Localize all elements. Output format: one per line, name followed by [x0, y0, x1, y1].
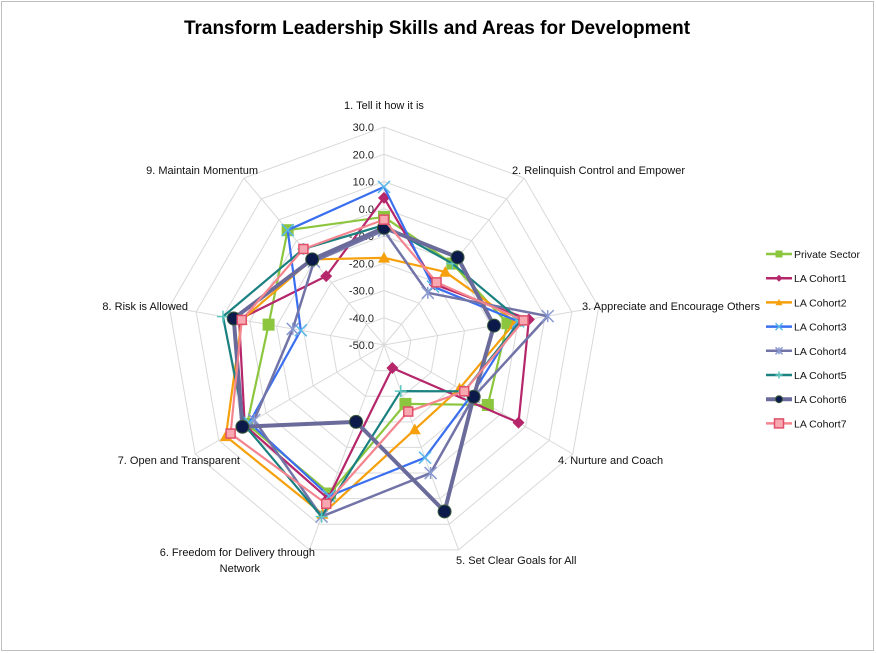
axis-label: 5. Set Clear Goals for All [456, 555, 576, 567]
data-point [281, 223, 295, 237]
series-la-cohort6 [226, 220, 502, 519]
legend-label: LA Cohort6 [794, 394, 847, 406]
legend-item: LA Cohort4 [766, 346, 847, 358]
axis-label: 2. Relinquish Control and Empower [512, 165, 685, 177]
axis-spoke [169, 306, 385, 346]
data-point [418, 451, 432, 465]
data-point [377, 180, 391, 194]
legend-item: LA Cohort5 [766, 370, 847, 382]
data-point [320, 270, 333, 283]
series-group [216, 180, 555, 524]
tick-label: -50.0 [349, 340, 374, 352]
axis-label: 1. Tell it how it is [344, 100, 424, 112]
series-line [248, 185, 520, 498]
legend-item: LA Cohort7 [766, 418, 847, 430]
data-point [512, 416, 525, 429]
data-point [262, 318, 275, 331]
axis-label: 7. Open and Transparent [118, 455, 240, 467]
data-point [450, 250, 465, 265]
data-point [225, 428, 236, 439]
data-point [458, 386, 470, 397]
series-line [229, 218, 525, 505]
tick-label: 0.0 [359, 204, 374, 216]
data-point [775, 274, 783, 282]
data-point [286, 322, 300, 336]
data-point [775, 250, 783, 258]
data-point [775, 298, 783, 306]
data-point [298, 243, 309, 255]
legend-label: LA Cohort2 [794, 297, 847, 309]
grid-ring [168, 126, 600, 551]
tick-label: 20.0 [353, 149, 374, 161]
data-point [235, 419, 250, 434]
legend-label: LA Cohort3 [794, 322, 847, 334]
tick-label: 10.0 [353, 177, 374, 189]
data-point [236, 314, 248, 326]
data-point [466, 389, 481, 404]
data-point [775, 371, 783, 379]
data-point [408, 423, 421, 435]
data-point [424, 466, 438, 480]
axis-label: 4. Nurture and Coach [558, 455, 663, 467]
data-point [774, 346, 784, 355]
data-point [294, 323, 308, 337]
legend-item: LA Cohort1 [766, 273, 847, 285]
legend-label: LA Cohort4 [794, 346, 847, 358]
data-point [421, 286, 435, 300]
data-point [394, 385, 407, 398]
axis-label: 9. Maintain Momentum [146, 165, 258, 177]
series-line [221, 224, 522, 518]
data-point [431, 277, 442, 288]
data-point [378, 214, 390, 225]
grid-ring [195, 153, 573, 525]
axis-label: 3. Appreciate and Encourage Others [582, 301, 760, 313]
tick-label: 30.0 [353, 122, 374, 134]
data-point [349, 414, 364, 429]
data-point [378, 251, 390, 263]
legend: Private Sector LA Cohort1 LA Cohort2 LA Coh… [766, 249, 860, 430]
axis-labels: 1. Tell it how it is 2. Relinquish Contro… [102, 100, 760, 575]
axis-label: 6. Freedom for Delivery through Network [160, 547, 315, 575]
data-point [315, 510, 328, 523]
legend-label: LA Cohort5 [794, 370, 847, 382]
legend-item: LA Cohort3 [766, 322, 847, 334]
grid-ring [222, 180, 546, 500]
axis-label: 8. Risk is Allowed [102, 301, 188, 313]
tick-label: -40.0 [349, 313, 374, 325]
data-point [247, 413, 261, 427]
legend-item: LA Cohort6 [766, 394, 847, 406]
data-point [402, 406, 414, 417]
legend-label: LA Cohort1 [794, 273, 847, 285]
data-point [439, 265, 452, 277]
data-point [305, 252, 320, 267]
data-point [320, 498, 332, 510]
grid-ring [329, 289, 439, 397]
series-line [231, 225, 497, 514]
data-point [437, 504, 452, 519]
grid-ring [356, 317, 412, 372]
legend-label: LA Cohort7 [794, 418, 847, 430]
tick-label: -20.0 [349, 258, 374, 270]
tick-label: -30.0 [349, 286, 374, 298]
chart-title: Transform Leadership Skills and Areas fo… [184, 18, 691, 39]
legend-label: Private Sector [794, 249, 860, 261]
data-point [774, 322, 784, 331]
data-point [386, 362, 399, 375]
data-point [541, 309, 555, 323]
series-la-cohort7 [225, 214, 529, 510]
data-point [487, 318, 502, 333]
data-point [775, 395, 783, 404]
legend-item: LA Cohort2 [766, 297, 847, 309]
data-point [518, 315, 529, 326]
grid-ring [302, 262, 466, 423]
legend-item: Private Sector [766, 249, 860, 261]
data-point [773, 418, 785, 429]
